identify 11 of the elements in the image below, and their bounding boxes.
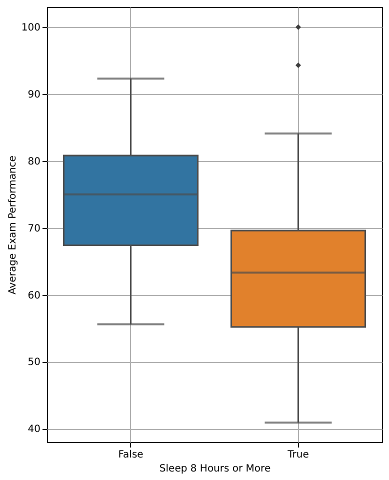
x-axis-title: Sleep 8 Hours or More xyxy=(159,464,271,474)
y-tick-label: 100 xyxy=(21,22,40,34)
x-tick-label: True xyxy=(286,450,309,460)
y-tick-label: 70 xyxy=(28,223,40,234)
y-tick-label: 80 xyxy=(28,156,40,168)
y-tick-label: 60 xyxy=(28,290,40,302)
y-tick-label: 50 xyxy=(28,357,40,368)
x-tick-label: False xyxy=(118,450,144,460)
y-axis-title: Average Exam Performance xyxy=(7,156,18,294)
y-tick-label: 40 xyxy=(28,424,40,436)
y-tick-label: 90 xyxy=(28,90,40,100)
